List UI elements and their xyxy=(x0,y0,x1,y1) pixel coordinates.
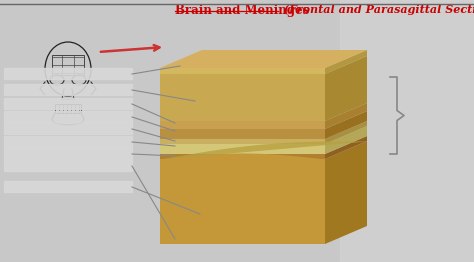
Bar xyxy=(4,98,132,109)
Polygon shape xyxy=(325,121,367,144)
Text: (Frontal and Parasagittal Section): (Frontal and Parasagittal Section) xyxy=(280,4,474,15)
Polygon shape xyxy=(160,68,325,74)
Polygon shape xyxy=(160,154,325,159)
Polygon shape xyxy=(160,129,325,139)
Polygon shape xyxy=(325,141,367,244)
Bar xyxy=(340,0,474,262)
Polygon shape xyxy=(325,103,367,129)
Polygon shape xyxy=(160,50,367,68)
Bar xyxy=(4,111,132,122)
Bar xyxy=(4,136,132,147)
Bar xyxy=(52,55,84,75)
Polygon shape xyxy=(325,111,367,139)
Bar xyxy=(4,181,132,192)
Polygon shape xyxy=(325,50,367,74)
Bar xyxy=(4,160,132,171)
Polygon shape xyxy=(160,139,325,144)
Polygon shape xyxy=(160,144,325,154)
Bar xyxy=(55,104,81,113)
Polygon shape xyxy=(160,159,325,244)
Polygon shape xyxy=(325,56,367,121)
Polygon shape xyxy=(325,136,367,159)
Text: Brain and Meninges: Brain and Meninges xyxy=(175,4,309,17)
Bar xyxy=(4,68,132,79)
Polygon shape xyxy=(160,74,325,121)
Polygon shape xyxy=(325,126,367,154)
Bar xyxy=(4,84,132,95)
Bar xyxy=(4,148,132,159)
Bar xyxy=(4,123,132,134)
Polygon shape xyxy=(160,121,325,129)
